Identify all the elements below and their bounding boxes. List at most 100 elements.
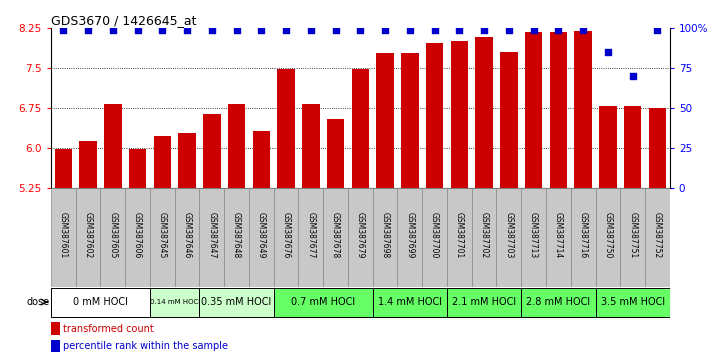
Bar <box>51 188 76 287</box>
Bar <box>199 288 274 317</box>
Bar <box>599 106 617 188</box>
Bar <box>249 188 274 287</box>
Bar <box>302 104 320 188</box>
Text: GSM387716: GSM387716 <box>579 212 587 258</box>
Bar <box>76 188 100 287</box>
Bar <box>51 322 60 335</box>
Text: GSM387702: GSM387702 <box>480 212 488 258</box>
Bar <box>620 188 645 287</box>
Bar <box>100 188 125 287</box>
Bar <box>397 188 422 287</box>
Bar <box>129 149 146 188</box>
Bar <box>253 131 270 188</box>
Bar <box>323 188 348 287</box>
Bar <box>475 37 493 188</box>
Point <box>503 27 515 33</box>
Text: GSM387677: GSM387677 <box>306 212 315 258</box>
Bar <box>274 188 298 287</box>
Bar <box>274 288 373 317</box>
Text: GSM387752: GSM387752 <box>653 212 662 258</box>
Text: dose: dose <box>27 297 50 307</box>
Bar <box>401 53 419 188</box>
Point <box>305 27 317 33</box>
Point <box>478 27 490 33</box>
Point <box>577 27 589 33</box>
Bar <box>596 188 620 287</box>
Bar <box>125 188 150 287</box>
Text: 0.7 mM HOCl: 0.7 mM HOCl <box>291 297 355 307</box>
Text: GSM387679: GSM387679 <box>356 212 365 258</box>
Point <box>181 27 193 33</box>
Text: 0.14 mM HOCl: 0.14 mM HOCl <box>149 299 200 305</box>
Point <box>379 27 391 33</box>
Point <box>231 27 242 33</box>
Bar <box>373 188 397 287</box>
Text: GSM387700: GSM387700 <box>430 212 439 258</box>
Point <box>429 27 440 33</box>
Bar <box>422 188 447 287</box>
Point <box>627 73 638 79</box>
Bar <box>175 188 199 287</box>
Point <box>82 27 94 33</box>
Point <box>652 27 663 33</box>
Bar <box>376 53 394 188</box>
Text: GSM387714: GSM387714 <box>554 212 563 258</box>
Bar <box>472 188 496 287</box>
Bar <box>55 149 72 188</box>
Point <box>355 27 366 33</box>
Text: GSM387645: GSM387645 <box>158 212 167 258</box>
Bar <box>571 188 596 287</box>
Text: GSM387649: GSM387649 <box>257 212 266 258</box>
Bar <box>228 104 245 188</box>
Text: 2.1 mM HOCl: 2.1 mM HOCl <box>452 297 516 307</box>
Point <box>256 27 267 33</box>
Point <box>157 27 168 33</box>
Bar <box>451 41 468 188</box>
Bar <box>352 69 369 188</box>
Point <box>58 27 69 33</box>
Text: GSM387647: GSM387647 <box>207 212 216 258</box>
Text: GSM387751: GSM387751 <box>628 212 637 258</box>
Point <box>602 50 614 55</box>
Bar <box>327 119 344 188</box>
Bar <box>104 104 122 188</box>
Text: GSM387601: GSM387601 <box>59 212 68 258</box>
Text: 1.4 mM HOCl: 1.4 mM HOCl <box>378 297 442 307</box>
Bar <box>500 52 518 188</box>
Bar <box>51 340 60 352</box>
Text: GSM387713: GSM387713 <box>529 212 538 258</box>
Bar <box>550 32 567 188</box>
Bar <box>150 288 199 317</box>
Bar <box>596 288 670 317</box>
Bar <box>525 32 542 188</box>
Bar <box>154 136 171 188</box>
Text: GSM387605: GSM387605 <box>108 212 117 258</box>
Bar <box>150 188 175 287</box>
Bar <box>447 288 521 317</box>
Point <box>454 27 465 33</box>
Bar <box>298 188 323 287</box>
Bar <box>426 42 443 188</box>
Bar <box>203 114 221 188</box>
Bar <box>521 288 596 317</box>
Bar <box>348 188 373 287</box>
Text: 0 mM HOCl: 0 mM HOCl <box>73 297 128 307</box>
Point <box>528 27 539 33</box>
Text: GSM387676: GSM387676 <box>282 212 290 258</box>
Point <box>107 27 119 33</box>
Text: 2.8 mM HOCl: 2.8 mM HOCl <box>526 297 590 307</box>
Bar <box>373 288 447 317</box>
Point <box>404 27 416 33</box>
Bar <box>574 31 592 188</box>
Bar <box>521 188 546 287</box>
Bar <box>649 108 666 188</box>
Text: GSM387678: GSM387678 <box>331 212 340 258</box>
Bar <box>277 69 295 188</box>
Text: 3.5 mM HOCl: 3.5 mM HOCl <box>601 297 665 307</box>
Text: GSM387701: GSM387701 <box>455 212 464 258</box>
Bar <box>624 106 641 188</box>
Point <box>553 27 564 33</box>
Text: GSM387606: GSM387606 <box>133 212 142 258</box>
Point <box>330 27 341 33</box>
Text: GDS3670 / 1426645_at: GDS3670 / 1426645_at <box>51 14 197 27</box>
